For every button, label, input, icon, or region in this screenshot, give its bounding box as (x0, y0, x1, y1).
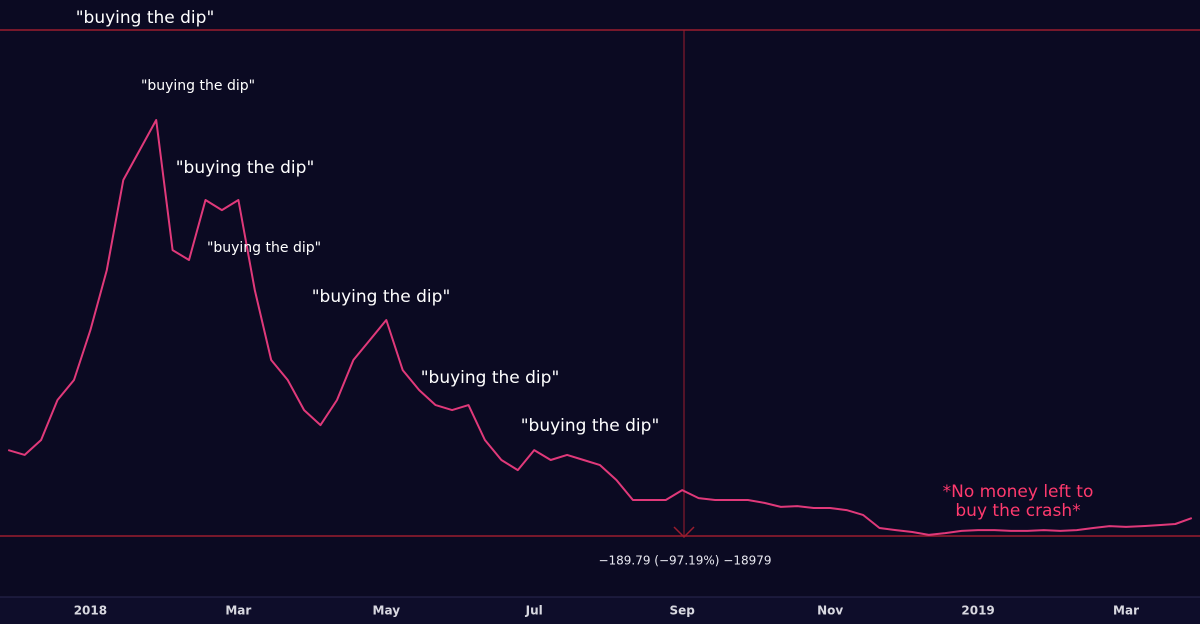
annotation: "buying the dip" (312, 287, 451, 307)
annotation: "buying the dip" (76, 8, 215, 28)
x-tick-label: Mar (225, 604, 251, 618)
x-tick-label: Mar (1113, 604, 1139, 618)
annotation: "buying the dip" (176, 158, 315, 178)
x-tick-label: 2019 (961, 604, 994, 618)
measure-arrow (673, 526, 695, 539)
price-line (7, 119, 1193, 536)
x-tick-label: 2018 (74, 604, 107, 618)
x-axis-band (0, 597, 1200, 624)
note: buy the crash* (955, 501, 1080, 521)
annotation: "buying the dip" (421, 368, 560, 388)
note: *No money left to (943, 482, 1094, 502)
annotation: "buying the dip" (141, 78, 255, 94)
annotation: "buying the dip" (521, 416, 660, 436)
x-tick-label: Sep (670, 604, 696, 618)
x-tick-label: May (373, 604, 401, 618)
measurement-label: −189.79 (−97.19%) −18979 (598, 554, 771, 568)
annotation: "buying the dip" (207, 240, 321, 256)
plot (7, 119, 1193, 536)
x-tick-label: Nov (817, 604, 843, 618)
x-tick-label: Jul (525, 604, 543, 618)
